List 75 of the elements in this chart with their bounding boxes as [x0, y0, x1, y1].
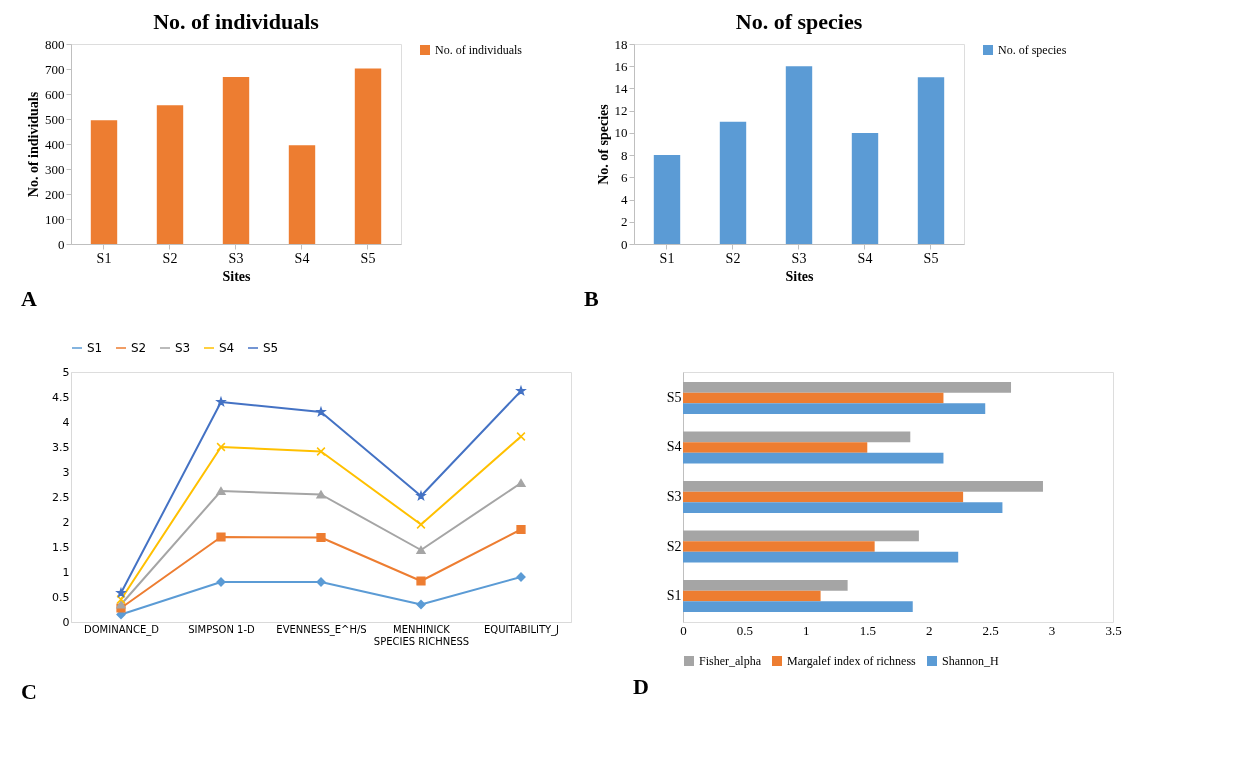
legend-label: No. of species	[998, 43, 1067, 57]
legend-label: Fisher_alpha	[699, 654, 762, 668]
legend-label: No. of individuals	[435, 43, 523, 57]
legend-label: Shannon_H	[942, 654, 999, 668]
x-tick-label: EVENNESS_E^H/S	[276, 623, 367, 636]
y-tick-label: 5	[62, 365, 70, 379]
x-axis-title: Sites	[222, 268, 252, 284]
y-tick-label: 2.5	[52, 490, 70, 504]
text: C	[21, 679, 37, 704]
y-tick-label: 2	[62, 515, 70, 529]
x-tick-label: EQUITABILITY_J	[483, 623, 560, 636]
y-tick-label: 14	[614, 80, 628, 96]
y-tick-label: S5	[666, 389, 682, 405]
x-tick-label: 1.5	[859, 622, 876, 638]
x-tick-label: S1	[96, 250, 112, 266]
y-tick-label: 500	[45, 111, 65, 127]
x-tick-label: S3	[791, 250, 807, 266]
legend-label: S3	[175, 341, 191, 355]
x-tick-label: S3	[228, 250, 244, 266]
x-tick-label: 3	[1048, 622, 1056, 638]
legend-label: S2	[131, 341, 147, 355]
y-tick-label: 16	[614, 58, 628, 74]
legend-label: Margalef index of richness	[787, 654, 917, 668]
x-tick-label: S2	[725, 250, 741, 266]
y-tick-label: S2	[666, 538, 682, 554]
y-tick-label: 3.5	[52, 440, 70, 454]
y-tick-label: 300	[45, 161, 65, 177]
legend-label: S4	[219, 341, 235, 355]
y-tick-label: 200	[45, 186, 65, 202]
chart-title: No. of individuals	[153, 9, 320, 34]
y-tick-label: 700	[45, 61, 65, 77]
x-tick-label: S4	[857, 250, 873, 266]
y-tick-label: 18	[614, 36, 628, 52]
x-tick-label: S5	[360, 250, 376, 266]
y-tick-label: 3	[62, 465, 70, 479]
y-tick-label: 10	[614, 125, 628, 141]
y-tick-label: 0.5	[52, 590, 70, 604]
legend-label: S1	[87, 341, 103, 355]
x-tick-label: S2	[162, 250, 178, 266]
text: A	[21, 286, 37, 311]
x-axis-title: Sites	[785, 268, 815, 284]
y-axis-title: No. of species	[595, 103, 611, 185]
x-tick-label: S4	[294, 250, 310, 266]
y-tick-label: 4	[62, 415, 70, 429]
y-tick-label: 1.5	[52, 540, 70, 554]
y-tick-label: 4.5	[52, 390, 70, 404]
y-tick-label: 600	[45, 86, 65, 102]
y-tick-label: 0	[621, 236, 628, 252]
chart-title: No. of species	[735, 9, 863, 34]
y-tick-label: S4	[666, 439, 682, 455]
y-tick-label: 400	[45, 136, 65, 152]
y-tick-label: 4	[621, 192, 628, 208]
y-tick-label: S1	[666, 588, 682, 604]
text: D	[633, 674, 649, 699]
y-tick-label: 1	[62, 565, 70, 579]
y-tick-label: 6	[621, 169, 628, 185]
y-tick-label: 2	[621, 214, 628, 230]
legend-label: S5	[263, 341, 279, 355]
x-tick-label: MENHINICK SPECIES RICHNESS	[373, 623, 470, 647]
x-tick-label: DOMINANCE_D	[84, 623, 160, 636]
x-tick-label: 2	[925, 622, 933, 638]
y-tick-label: S3	[666, 489, 682, 504]
x-tick-label: SIMPSON 1-D	[188, 623, 256, 635]
y-tick-label: 100	[45, 211, 65, 227]
y-tick-label: 8	[621, 147, 628, 163]
text: B	[584, 286, 599, 311]
y-axis-title: No. of individuals	[26, 91, 41, 198]
x-tick-label: S5	[923, 250, 939, 266]
y-tick-label: 0	[58, 236, 65, 252]
y-tick-label: 12	[614, 103, 628, 119]
y-tick-label: 800	[45, 36, 65, 52]
x-tick-label: 0.5	[736, 622, 754, 638]
x-tick-label: 1	[803, 622, 810, 638]
x-tick-label: 3.5	[1105, 622, 1122, 638]
x-tick-label: 2.5	[982, 622, 999, 638]
